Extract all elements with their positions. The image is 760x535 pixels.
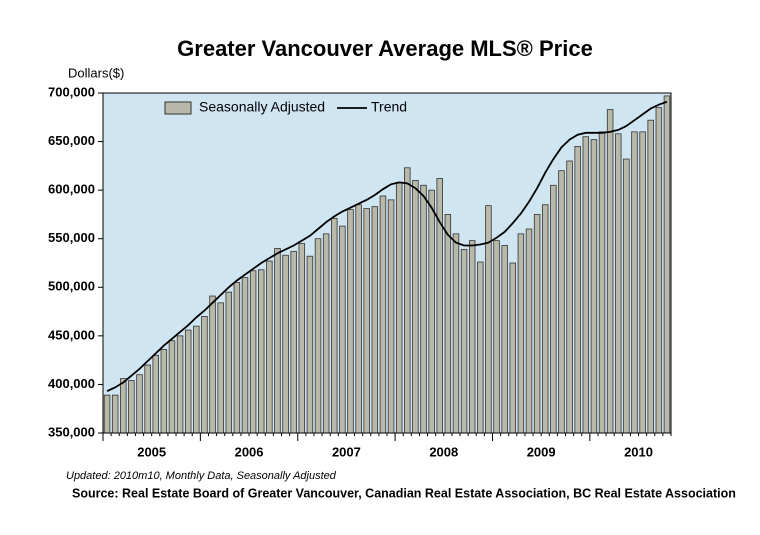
bar xyxy=(314,238,322,434)
bar xyxy=(655,107,663,434)
y-tick-label: 700,000 xyxy=(48,84,95,99)
bar xyxy=(468,240,476,434)
trend-line xyxy=(106,100,668,393)
legend-label: Trend xyxy=(371,99,407,115)
y-tick-label: 400,000 xyxy=(48,376,95,391)
bar xyxy=(298,243,306,434)
bar xyxy=(347,209,354,434)
bar xyxy=(144,364,151,434)
bar xyxy=(541,204,549,434)
footnote: Updated: 2010m10, Monthly Data, Seasonal… xyxy=(66,470,337,482)
y-tick-label: 650,000 xyxy=(48,133,95,148)
bar xyxy=(412,180,419,434)
bar xyxy=(387,199,395,434)
bar xyxy=(193,325,200,434)
bar xyxy=(428,189,435,434)
bar xyxy=(623,158,630,434)
bar xyxy=(485,205,492,434)
bar xyxy=(176,335,184,434)
bar xyxy=(452,233,460,434)
bar xyxy=(152,354,159,434)
bar xyxy=(168,340,176,434)
source: Source: Real Estate Board of Greater Van… xyxy=(72,486,736,500)
bar xyxy=(290,250,297,434)
y-tick-label: 550,000 xyxy=(48,230,95,245)
bar xyxy=(395,181,403,434)
bar xyxy=(509,262,517,434)
x-tick-label: 2005 xyxy=(137,444,166,459)
bar xyxy=(647,119,654,434)
bar xyxy=(631,131,638,434)
bar xyxy=(477,261,484,434)
chart-title: Greater Vancouver Average MLS® Price xyxy=(177,36,593,61)
y-tick-label: 500,000 xyxy=(48,279,95,294)
bar xyxy=(420,184,427,434)
bar xyxy=(282,254,289,434)
bar xyxy=(249,270,257,434)
bar xyxy=(201,316,208,434)
bar xyxy=(550,184,557,434)
bar xyxy=(136,374,143,434)
bar xyxy=(606,109,614,434)
plot-border xyxy=(102,92,672,434)
bar xyxy=(460,248,468,434)
bar xyxy=(533,214,541,434)
bar xyxy=(225,291,233,434)
bar xyxy=(128,380,135,434)
bar xyxy=(331,217,338,434)
bar xyxy=(233,282,241,434)
bar xyxy=(566,160,573,434)
bar xyxy=(501,245,508,434)
x-tick-label: 2008 xyxy=(429,444,458,459)
y-tick-label: 350,000 xyxy=(48,424,95,439)
y-tick-label: 450,000 xyxy=(48,327,95,342)
x-tick-label: 2009 xyxy=(527,444,556,459)
bar xyxy=(160,349,168,434)
bar xyxy=(493,240,500,434)
legend-swatch xyxy=(164,101,192,115)
bar xyxy=(209,295,216,434)
bar xyxy=(663,95,671,434)
bar xyxy=(517,233,525,434)
x-tick-label: 2006 xyxy=(235,444,264,459)
bar xyxy=(371,206,379,434)
bar xyxy=(436,178,443,434)
x-tick-label: 2007 xyxy=(332,444,361,459)
bar xyxy=(590,139,598,434)
bar xyxy=(111,394,119,434)
bar xyxy=(257,269,265,434)
bar xyxy=(639,131,646,434)
bar xyxy=(444,214,452,434)
bar xyxy=(266,260,273,434)
bar xyxy=(306,255,314,434)
y-tick-label: 600,000 xyxy=(48,182,95,197)
bar xyxy=(558,170,565,434)
bar xyxy=(322,233,330,434)
bar xyxy=(103,394,111,434)
legend-label: Seasonally Adjusted xyxy=(199,99,325,115)
bar xyxy=(574,146,581,434)
bar xyxy=(363,208,370,434)
y-axis-label: Dollars($) xyxy=(68,65,124,80)
bar xyxy=(184,329,192,434)
bar xyxy=(615,133,622,434)
bar xyxy=(582,136,590,434)
bar xyxy=(525,228,533,434)
bar xyxy=(598,131,606,434)
bar xyxy=(241,277,249,434)
bar xyxy=(355,204,362,434)
bar xyxy=(339,225,346,434)
bar xyxy=(274,248,281,434)
bar xyxy=(217,302,224,434)
x-tick-label: 2010 xyxy=(624,444,653,459)
bar xyxy=(120,378,127,434)
bar xyxy=(404,167,411,434)
bar xyxy=(379,195,387,434)
